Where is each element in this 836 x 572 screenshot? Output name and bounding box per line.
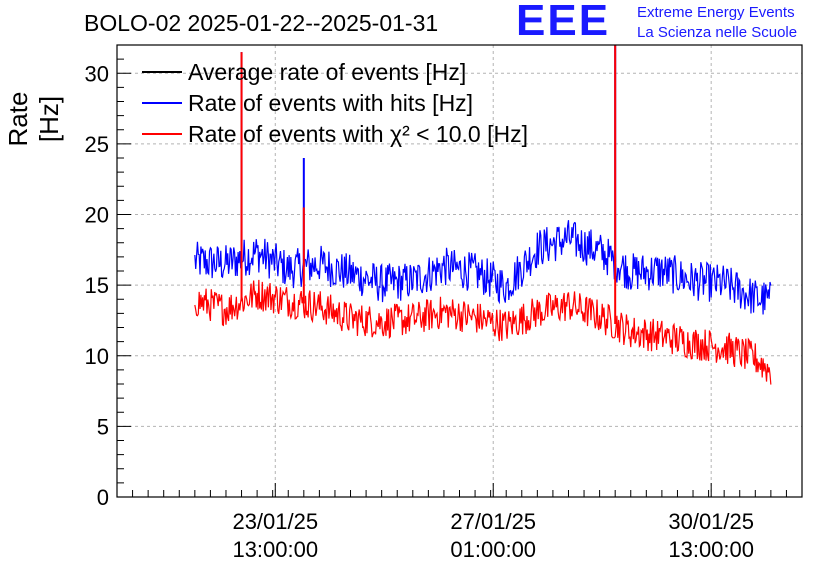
y-tick-label: 25 bbox=[85, 132, 109, 157]
x-tick-label-date: 30/01/25 bbox=[668, 509, 754, 534]
x-tick-label-date: 23/01/25 bbox=[232, 509, 318, 534]
legend-entry-0: Average rate of events [Hz] bbox=[188, 59, 466, 85]
eee-logo: EEE bbox=[516, 0, 611, 45]
y-tick-label: 15 bbox=[85, 273, 109, 298]
chart-title: BOLO-02 2025-01-22--2025-01-31 bbox=[84, 10, 439, 36]
y-tick-label: 20 bbox=[85, 203, 109, 228]
legend-entry-1: Rate of events with hits [Hz] bbox=[188, 90, 473, 116]
series-line-1 bbox=[194, 220, 772, 315]
axes: 0 5 10 15 20 25 30 23/01/25 13:00:00 27/01/25 01:0… bbox=[85, 44, 803, 562]
y-tick-label: 10 bbox=[85, 344, 109, 369]
y-tick-label: 5 bbox=[97, 414, 109, 439]
logo-line-1: Extreme Energy Events bbox=[637, 4, 795, 21]
series-layer bbox=[194, 45, 772, 385]
logo-line-2: La Scienza nelle Scuole bbox=[637, 24, 798, 41]
x-tick-label-time: 13:00:00 bbox=[668, 537, 754, 562]
legend-entry-2: Rate of events with χ² < 10.0 [Hz] bbox=[188, 121, 528, 147]
series-line-2 bbox=[194, 279, 772, 385]
x-tick-label-time: 01:00:00 bbox=[450, 537, 536, 562]
x-tick-label-time: 13:00:00 bbox=[232, 537, 318, 562]
legend: Average rate of events [Hz] Rate of event… bbox=[142, 59, 528, 147]
y-tick-label: 0 bbox=[97, 485, 109, 510]
y-tick-label: 30 bbox=[85, 61, 109, 86]
x-tick-label-date: 27/01/25 bbox=[450, 509, 536, 534]
